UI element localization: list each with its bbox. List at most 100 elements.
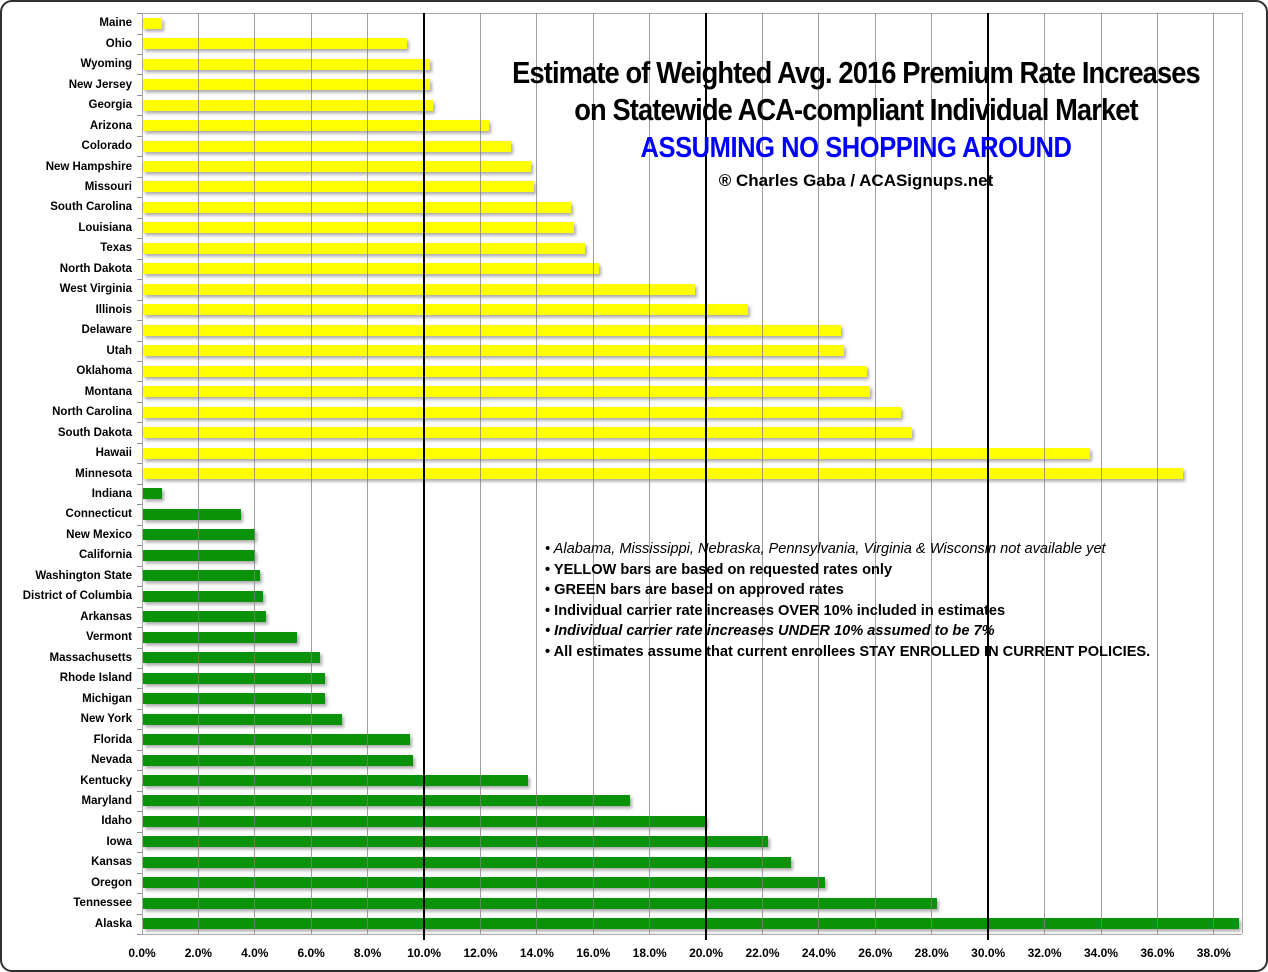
y-axis-label-utah: Utah [106,344,132,357]
y-axis-tick [137,749,142,751]
y-axis-tick [137,934,142,935]
y-axis-label-georgia: Georgia [88,99,132,112]
y-axis-label-texas: Texas [100,242,132,255]
y-axis-label-arkansas: Arkansas [80,610,132,623]
y-axis-tick [137,627,142,628]
gridline-32pct [1044,13,1046,934]
bar-district-of-columbia [143,590,264,602]
gridline-26pct [874,13,876,934]
y-axis-label-kansas: Kansas [91,856,132,869]
y-axis-label-montana: Montana [84,385,132,398]
gridline-24pct [818,13,820,934]
gridline-2pct [197,13,199,934]
y-axis-tick [137,524,142,526]
bar-washington-state [143,570,261,582]
x-axis-tick-label-26.0pct: 26.0% [858,946,893,960]
x-axis-tick-label-20.0pct: 20.0% [689,946,724,960]
bar-kansas [143,856,791,868]
chart-title-line1: Estimate of Weighted Avg. 2016 Premium R… [512,55,1201,90]
x-axis-tick-label-2.0pct: 2.0% [184,946,213,960]
x-axis-tick-label-10.0pct: 10.0% [407,946,442,960]
x-axis-tick-label-28.0pct: 28.0% [914,946,949,960]
bar-michigan [143,693,326,705]
y-axis-tick [137,74,142,76]
y-axis-label-missouri: Missouri [84,180,132,193]
bar-montana [143,386,870,398]
plot-border-right [1242,13,1243,934]
bar-new-york [143,713,343,725]
note-line-3: • GREEN bars are based on approved rates [545,582,844,599]
gridline-22pct [762,13,763,934]
y-axis-label-alaska: Alaska [94,917,132,930]
x-axis-tick-label-16.0pct: 16.0% [576,946,611,960]
y-axis-tick [137,852,142,854]
bar-louisiana [143,222,574,234]
note-line-5: • Individual carrier rate increases UNDE… [545,623,995,640]
y-axis-tick [137,53,142,55]
bar-missouri [143,181,535,193]
x-axis-tick-label-38.0pct: 38.0% [1196,946,1231,960]
y-axis-tick [137,565,142,567]
gridline-6pct [310,13,312,934]
note-line-4: • Individual carrier rate increases OVER… [545,602,1006,619]
y-axis-tick [137,94,142,96]
y-axis-label-delaware: Delaware [81,324,132,337]
y-axis-tick [137,504,142,506]
gridline-34pct [1100,13,1102,934]
bar-colorado [143,140,512,152]
y-axis-tick [137,135,142,137]
y-axis-label-maine: Maine [99,17,132,30]
bar-massachusetts [143,652,320,664]
plot-border-top [142,13,1242,14]
y-axis-label-new-york: New York [80,713,132,726]
bar-south-dakota [143,427,912,439]
bar-new-jersey [143,79,430,91]
y-axis-label-north-dakota: North Dakota [59,262,132,275]
y-axis-label-north-carolina: North Carolina [52,406,132,419]
bar-vermont [143,631,298,643]
bar-florida [143,734,410,746]
y-axis-tick [137,115,142,117]
x-axis-tick-label-6.0pct: 6.0% [297,946,325,960]
x-axis-tick-label-22.0pct: 22.0% [745,946,780,960]
y-axis-tick [137,688,142,690]
y-axis-label-west-virginia: West Virginia [59,283,132,296]
bar-georgia [143,99,433,111]
chart-notes: • Alabama, Mississippi, Nebraska, Pennsy… [545,539,1235,663]
y-axis-label-arizona: Arizona [89,119,132,132]
y-axis-tick [137,279,142,281]
y-axis-tick [137,442,142,444]
bar-west-virginia [143,283,695,295]
y-axis-tick [137,299,142,301]
bar-minnesota [143,468,1183,479]
y-axis-tick [137,545,142,547]
x-axis-tick-label-34.0pct: 34.0% [1083,946,1119,960]
bar-iowa [143,836,769,848]
y-axis-tick [137,790,142,792]
y-axis-tick [137,483,142,485]
bar-ohio [143,38,408,50]
y-axis-tick [137,647,142,649]
note-line-1: • Alabama, Mississippi, Nebraska, Pennsy… [545,541,1106,557]
y-axis-tick [137,463,142,465]
bar-texas [143,242,585,254]
x-axis-tick-label-12.0pct: 12.0% [463,946,498,960]
bar-illinois [143,304,749,316]
bar-alaska [143,918,1240,930]
y-axis-label-rhode-island: Rhode Island [59,672,132,685]
gridline-12pct [480,13,481,934]
y-axis-tick [137,238,142,240]
y-axis-label-oregon: Oregon [91,876,132,889]
y-axis-tick [137,381,142,383]
y-axis-label-iowa: Iowa [106,835,132,848]
y-axis-label-nevada: Nevada [91,754,132,767]
bar-kentucky [143,775,529,786]
x-axis-tick-label-14.0pct: 14.0% [519,946,554,960]
note-line-6: • All estimates assume that current enro… [545,643,1151,660]
y-axis-label-massachusetts: Massachusetts [49,651,132,664]
y-axis-tick [137,258,142,260]
y-axis-tick [137,913,142,915]
y-axis-label-vermont: Vermont [85,631,132,644]
gridline-4pct [254,13,256,934]
x-axis-tick-label-18.0pct: 18.0% [632,946,667,960]
